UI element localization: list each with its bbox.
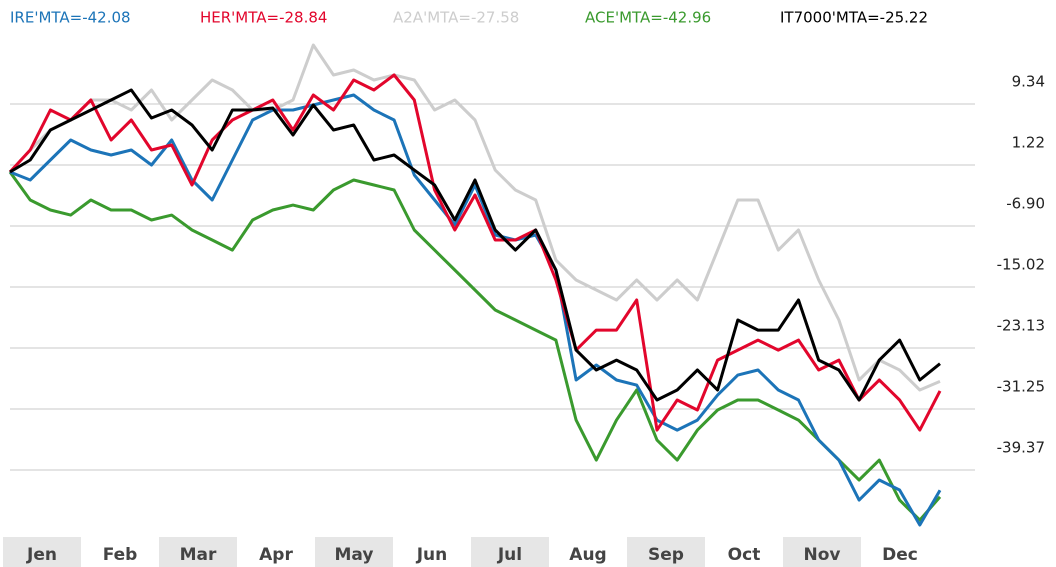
- legend-label: ACE'MTA=-42.96: [585, 9, 711, 27]
- x-tick-label: Jen: [26, 545, 57, 565]
- series-line: [9, 88, 941, 402]
- legend-label: HER'MTA=-28.84: [200, 9, 327, 27]
- x-tick-label: Apr: [259, 545, 293, 565]
- legend-label: IRE'MTA=-42.08: [10, 9, 131, 27]
- series-line: [8, 73, 942, 432]
- month-band: [471, 537, 549, 567]
- x-tick-label: Sep: [648, 545, 684, 565]
- x-tick-label: Dec: [882, 545, 918, 565]
- y-tick-label: -31.25: [997, 377, 1045, 395]
- month-band: [315, 537, 393, 567]
- legend-label: IT7000'MTA=-25.22: [780, 9, 928, 27]
- y-tick-label: -6.90: [1006, 195, 1045, 213]
- x-tick-label: Jul: [497, 545, 522, 565]
- y-tick-label: -23.13: [997, 316, 1045, 334]
- y-tick-label: 9.34: [1012, 73, 1045, 91]
- y-tick-label: -39.37: [997, 438, 1045, 456]
- x-tick-label: Nov: [804, 545, 841, 565]
- y-tick-label: -15.02: [997, 256, 1045, 274]
- x-tick-label: Mar: [180, 545, 217, 565]
- series-line: [8, 171, 942, 522]
- legend-label: A2A'MTA=-27.58: [393, 9, 519, 27]
- series-line: [9, 93, 942, 527]
- month-band: [3, 537, 81, 567]
- month-band: [159, 537, 237, 567]
- series-line: [8, 43, 941, 392]
- x-tick-label: Jun: [416, 545, 448, 565]
- x-tick-label: May: [335, 545, 374, 565]
- x-tick-label: Oct: [728, 545, 761, 565]
- month-band: [783, 537, 861, 567]
- x-tick-label: Aug: [569, 545, 606, 565]
- month-band: [627, 537, 705, 567]
- y-tick-label: 1.22: [1012, 134, 1045, 152]
- x-tick-label: Feb: [103, 545, 138, 565]
